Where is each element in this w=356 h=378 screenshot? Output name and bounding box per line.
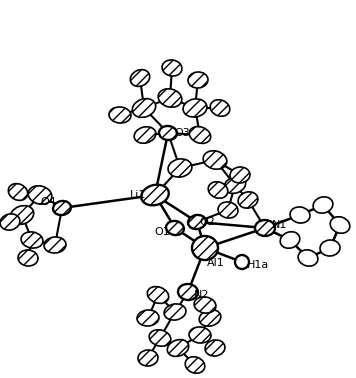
- Ellipse shape: [147, 287, 169, 304]
- Ellipse shape: [210, 100, 230, 116]
- Ellipse shape: [185, 357, 205, 373]
- Ellipse shape: [166, 221, 184, 235]
- Ellipse shape: [255, 220, 275, 236]
- Ellipse shape: [137, 310, 159, 326]
- Ellipse shape: [230, 167, 250, 183]
- Ellipse shape: [21, 232, 43, 248]
- Ellipse shape: [28, 186, 52, 204]
- Ellipse shape: [298, 250, 318, 266]
- Ellipse shape: [109, 107, 131, 123]
- Text: Li1: Li1: [130, 190, 146, 200]
- Text: O3: O3: [174, 128, 190, 138]
- Ellipse shape: [134, 127, 156, 143]
- Text: H1a: H1a: [247, 260, 269, 270]
- Ellipse shape: [183, 99, 207, 117]
- Ellipse shape: [141, 185, 169, 205]
- Ellipse shape: [10, 206, 34, 225]
- Ellipse shape: [199, 310, 221, 326]
- Ellipse shape: [138, 350, 158, 366]
- Text: O2: O2: [199, 217, 215, 227]
- Ellipse shape: [130, 70, 150, 87]
- Ellipse shape: [132, 99, 156, 118]
- Ellipse shape: [0, 214, 20, 230]
- Ellipse shape: [290, 207, 310, 223]
- Ellipse shape: [167, 339, 189, 356]
- Ellipse shape: [203, 151, 227, 169]
- Ellipse shape: [18, 250, 38, 266]
- Ellipse shape: [178, 284, 198, 300]
- Ellipse shape: [280, 232, 300, 248]
- Text: Al1: Al1: [207, 258, 225, 268]
- Ellipse shape: [208, 182, 228, 198]
- Ellipse shape: [189, 327, 211, 343]
- Ellipse shape: [205, 340, 225, 356]
- Text: O1: O1: [154, 227, 170, 237]
- Ellipse shape: [194, 297, 216, 313]
- Ellipse shape: [330, 217, 350, 233]
- Ellipse shape: [192, 236, 218, 260]
- Ellipse shape: [238, 192, 258, 208]
- Text: O4: O4: [40, 197, 56, 207]
- Ellipse shape: [53, 201, 71, 215]
- Ellipse shape: [44, 237, 66, 253]
- Text: N1: N1: [272, 220, 288, 230]
- Ellipse shape: [188, 72, 208, 88]
- Ellipse shape: [218, 202, 238, 218]
- Ellipse shape: [313, 197, 333, 213]
- Ellipse shape: [188, 215, 206, 229]
- Ellipse shape: [224, 177, 246, 194]
- Ellipse shape: [168, 159, 192, 177]
- Ellipse shape: [189, 127, 211, 143]
- Ellipse shape: [162, 60, 182, 76]
- Text: N2: N2: [194, 290, 210, 300]
- Ellipse shape: [235, 255, 249, 269]
- Ellipse shape: [159, 126, 177, 140]
- Ellipse shape: [320, 240, 340, 256]
- Ellipse shape: [158, 89, 182, 107]
- Ellipse shape: [8, 184, 28, 200]
- Ellipse shape: [149, 330, 171, 346]
- Ellipse shape: [164, 304, 186, 320]
